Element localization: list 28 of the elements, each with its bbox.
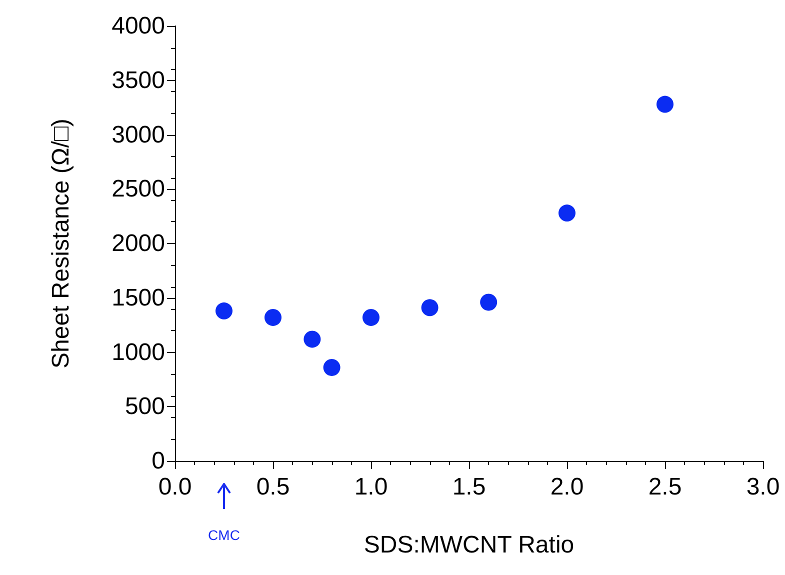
y-tick-label: 2000 (112, 230, 165, 257)
point (421, 299, 438, 316)
y-tick-label: 1500 (112, 284, 165, 312)
y-tick-label: 4000 (112, 12, 165, 40)
point (558, 204, 576, 222)
point (362, 308, 380, 326)
x-tick-label: 1.0 (354, 474, 388, 500)
x-tick-label: 1.5 (452, 474, 486, 500)
y-axis-title: Sheet Resistance (Ω/□) (48, 118, 74, 368)
y-tick-label: 0 (152, 448, 165, 474)
x-tick-label: 0.5 (256, 474, 290, 500)
point (323, 358, 340, 376)
x-tick-label: 0.0 (158, 474, 192, 500)
text: CMC (207, 527, 241, 543)
y-tick-label: 500 (124, 393, 165, 420)
point (480, 294, 498, 311)
point (304, 330, 321, 348)
point (216, 302, 232, 320)
point (264, 308, 282, 326)
x-tick-label: 3.0 (746, 474, 780, 500)
y-tick-label: 3000 (112, 121, 165, 148)
x-tick-label: 2.0 (550, 474, 584, 500)
point (656, 96, 674, 113)
y-tick-label: 3500 (112, 66, 165, 94)
y-tick-label: 1000 (112, 338, 165, 366)
x-tick-label: 2.5 (648, 474, 682, 500)
x-axis-title: SDS:MWCNT Ratio (364, 532, 574, 558)
y-tick-label: 2500 (112, 176, 165, 203)
